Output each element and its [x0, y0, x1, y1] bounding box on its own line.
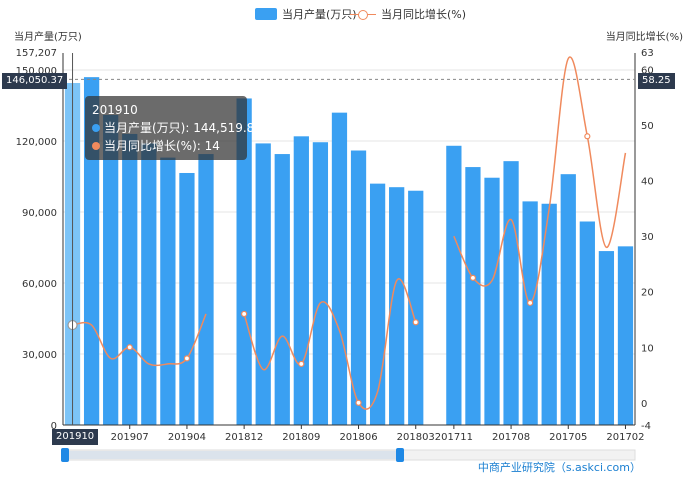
bar-series: [64, 77, 634, 426]
growth-point: [469, 274, 477, 281]
x-tick-label: 201904: [168, 432, 206, 443]
growth-point: [412, 319, 419, 326]
y-left-tick-label: 0: [51, 421, 57, 432]
x-tick-label: 201702: [606, 432, 644, 443]
bar: [389, 187, 405, 425]
bar: [160, 157, 176, 425]
growth-point: [355, 399, 362, 406]
bar: [331, 112, 348, 426]
y-left-tick-label: 30,000: [22, 350, 57, 361]
y-left-tick-label: 60,000: [22, 279, 57, 290]
y-left-tick-label: 120,000: [16, 137, 57, 148]
bar: [598, 251, 615, 425]
bar: [255, 143, 271, 425]
growth-point: [298, 360, 305, 368]
growth-line-path: [453, 56, 627, 304]
tooltip-bar-row: 当月产量(万只): 144,519.8: [92, 119, 254, 137]
right-axis-pointer-label: 58.25: [638, 73, 675, 89]
x-tick-label: 201812: [225, 432, 263, 443]
bar: [560, 174, 576, 425]
bar: [83, 77, 100, 425]
bar: [541, 203, 557, 425]
bar: [579, 221, 595, 425]
bar: [274, 154, 290, 425]
axes: 0 30,000 60,000 90,000 120,000 150,000 157,207…: [14, 30, 683, 443]
y-right-tick-label: 60: [641, 66, 654, 77]
bar: [408, 190, 424, 425]
line-series: [67, 56, 627, 410]
bar: [122, 133, 138, 425]
y-right-tick-label: 40: [641, 177, 654, 188]
bar: [350, 150, 367, 425]
bar: [103, 115, 119, 426]
y-right-tick-label: 0: [641, 399, 647, 410]
y-right-tick-label: 20: [641, 288, 654, 299]
y-left-tick-label: 150,000: [16, 66, 57, 77]
y-right-tick-label: 50: [641, 121, 654, 132]
y-right-top-label: 63: [641, 48, 654, 59]
growth-point: [126, 344, 133, 351]
x-axis-pointer-label: 201910: [52, 429, 99, 445]
x-tick-label: 201705: [549, 432, 587, 443]
bar: [179, 172, 195, 425]
y-left-max-label: 157,207: [16, 48, 57, 59]
bar: [465, 167, 481, 425]
zoom-handle-left: [61, 448, 69, 462]
bar: [141, 143, 157, 425]
tooltip: 201910 当月产量(万只): 144,519.8 当月同比增长(%): 14: [85, 96, 254, 160]
tooltip-title: 201910: [92, 103, 138, 117]
legend-item-line[interactable]: 当月同比增长(%): [350, 6, 466, 22]
legend-line-swatch: [350, 8, 376, 20]
left-axis-pointer-label: 146,050.37: [2, 73, 68, 89]
growth-point: [241, 310, 248, 318]
x-tick-label: 201907: [111, 432, 149, 443]
growth-point: [527, 299, 534, 306]
legend-line-label: 当月同比增长(%): [381, 8, 467, 21]
y-left-tick-label: 90,000: [22, 208, 57, 219]
legend-item-bar[interactable]: 当月产量(万只): [255, 6, 357, 22]
legend-bar-label: 当月产量(万只): [282, 8, 357, 21]
growth-point: [183, 355, 191, 362]
growth-line-path: [243, 278, 417, 410]
y-right-tick-label: 10: [641, 343, 654, 354]
x-tick-label: 201708: [492, 432, 530, 443]
x-tick-label: 201711: [435, 432, 473, 443]
bar: [293, 136, 309, 426]
bar: [369, 183, 386, 425]
x-tick-label: 201806: [339, 432, 377, 443]
tooltip-line-text: 当月同比增长(%): 14: [104, 139, 220, 153]
zoom-handle-right: [396, 448, 404, 462]
tooltip-line-row: 当月同比增长(%): 14: [92, 137, 240, 155]
tooltip-line-dot: [92, 142, 100, 150]
legend-bar-swatch: [255, 8, 277, 20]
bar: [312, 142, 329, 426]
data-zoom-slider[interactable]: [61, 448, 636, 462]
tooltip-bar-dot: [92, 124, 100, 132]
growth-point: [584, 133, 591, 140]
y-right-tick-label: -4: [641, 421, 651, 432]
x-tick-label: 201809: [282, 432, 320, 443]
bar: [484, 177, 500, 425]
tooltip-bar-text: 当月产量(万只): 144,519.8: [104, 121, 255, 135]
legend: 当月产量(万只) 当月同比增长(%): [0, 6, 693, 24]
x-tick-label: 201803: [397, 432, 435, 443]
y-right-title: 当月同比增长(%): [606, 30, 683, 43]
zoom-selected-range: [66, 451, 400, 459]
bar: [236, 98, 252, 426]
bar: [522, 201, 538, 425]
bar: [198, 154, 214, 425]
bar: [617, 246, 634, 425]
y-left-title: 当月产量(万只): [14, 30, 82, 43]
y-right-tick-label: 30: [641, 232, 654, 243]
source-watermark: 中商产业研究院（s.askci.com）: [477, 461, 641, 474]
bar: [503, 161, 519, 425]
bar: [446, 145, 462, 425]
